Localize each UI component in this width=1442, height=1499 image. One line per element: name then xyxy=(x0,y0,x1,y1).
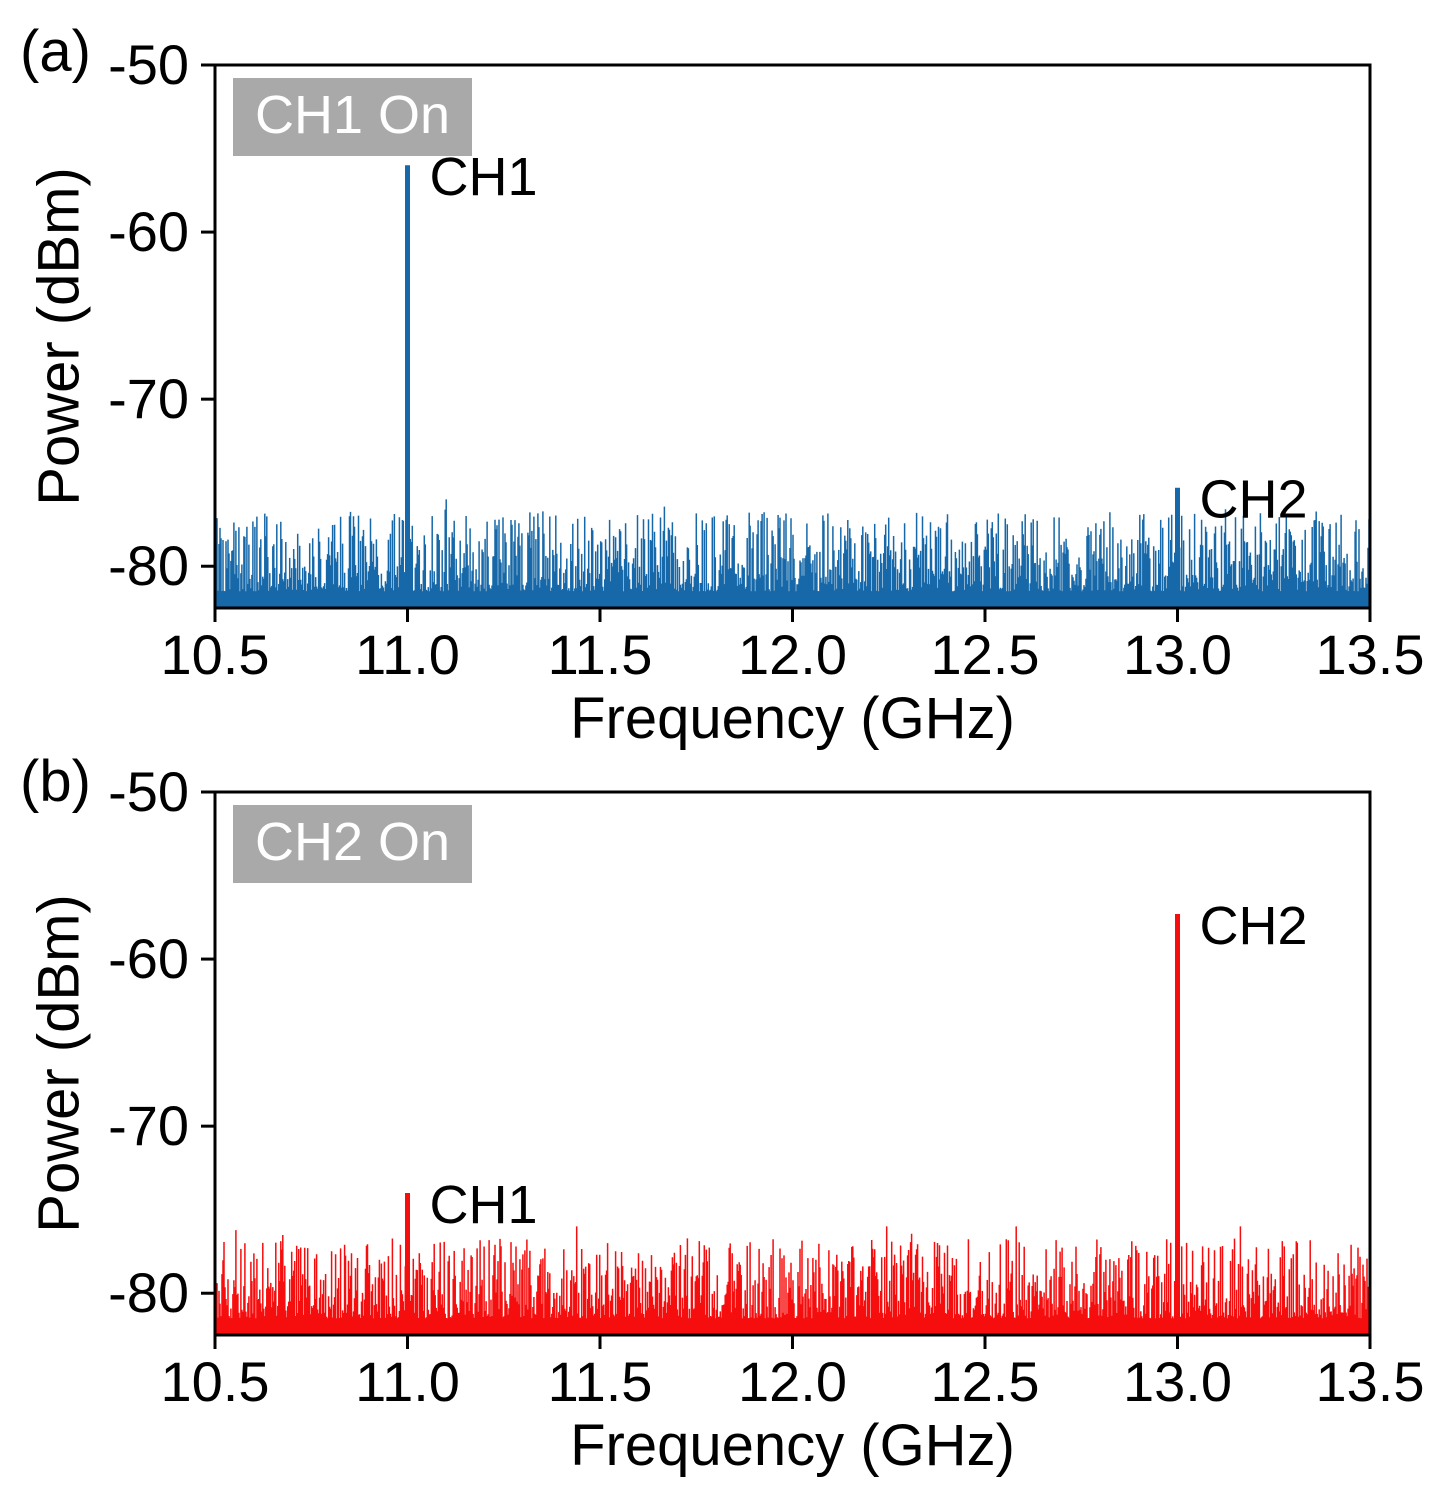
peak-label-ch2: CH2 xyxy=(1200,470,1308,530)
panel-b-ylabel: Power (dBm) xyxy=(14,792,104,1335)
x-tick-label: 13.0 xyxy=(1123,1350,1232,1413)
x-tick-label: 11.5 xyxy=(548,1350,653,1413)
panel-b-xlabel: Frequency (GHz) xyxy=(570,1413,1015,1478)
y-tick-label: -70 xyxy=(108,1094,189,1157)
x-tick-label: 10.5 xyxy=(161,1350,270,1413)
x-tick-label: 12.0 xyxy=(738,623,847,686)
x-tick-label: 11.5 xyxy=(548,623,653,686)
y-tick-label: -80 xyxy=(108,534,189,597)
panel-b-label: (b) xyxy=(20,749,91,814)
y-tick-label: -60 xyxy=(108,927,189,990)
x-tick-label: 12.5 xyxy=(931,1350,1040,1413)
peak-label-ch2: CH2 xyxy=(1200,896,1308,956)
panel-a-ylabel-text: Power (dBm) xyxy=(26,167,92,506)
x-tick-label: 11.0 xyxy=(355,623,460,686)
panel-a-ylabel: Power (dBm) xyxy=(14,65,104,608)
y-tick-label: -80 xyxy=(108,1261,189,1324)
panel-a-legend: CH1 On xyxy=(233,78,473,156)
x-tick-label: 13.5 xyxy=(1316,623,1425,686)
x-tick-label: 13.5 xyxy=(1316,1350,1425,1413)
peak-label-ch1: CH1 xyxy=(430,147,538,207)
panel-a-xlabel: Frequency (GHz) xyxy=(570,686,1015,751)
x-tick-label: 11.0 xyxy=(355,1350,460,1413)
noise-trace-panel-b xyxy=(214,1226,1371,1335)
panel-b-ylabel-text: Power (dBm) xyxy=(26,894,92,1233)
panel-a-label: (a) xyxy=(20,19,91,84)
panel-b-legend: CH2 On xyxy=(233,805,473,883)
x-tick-label: 10.5 xyxy=(161,623,270,686)
x-tick-label: 12.0 xyxy=(738,1350,847,1413)
y-tick-label: -50 xyxy=(108,33,189,96)
peak-label-ch1: CH1 xyxy=(430,1175,538,1235)
y-tick-label: -50 xyxy=(108,760,189,823)
noise-trace-panel-a xyxy=(214,499,1371,608)
y-tick-label: -60 xyxy=(108,200,189,263)
x-tick-label: 13.0 xyxy=(1123,623,1232,686)
x-tick-label: 12.5 xyxy=(931,623,1040,686)
y-tick-label: -70 xyxy=(108,367,189,430)
